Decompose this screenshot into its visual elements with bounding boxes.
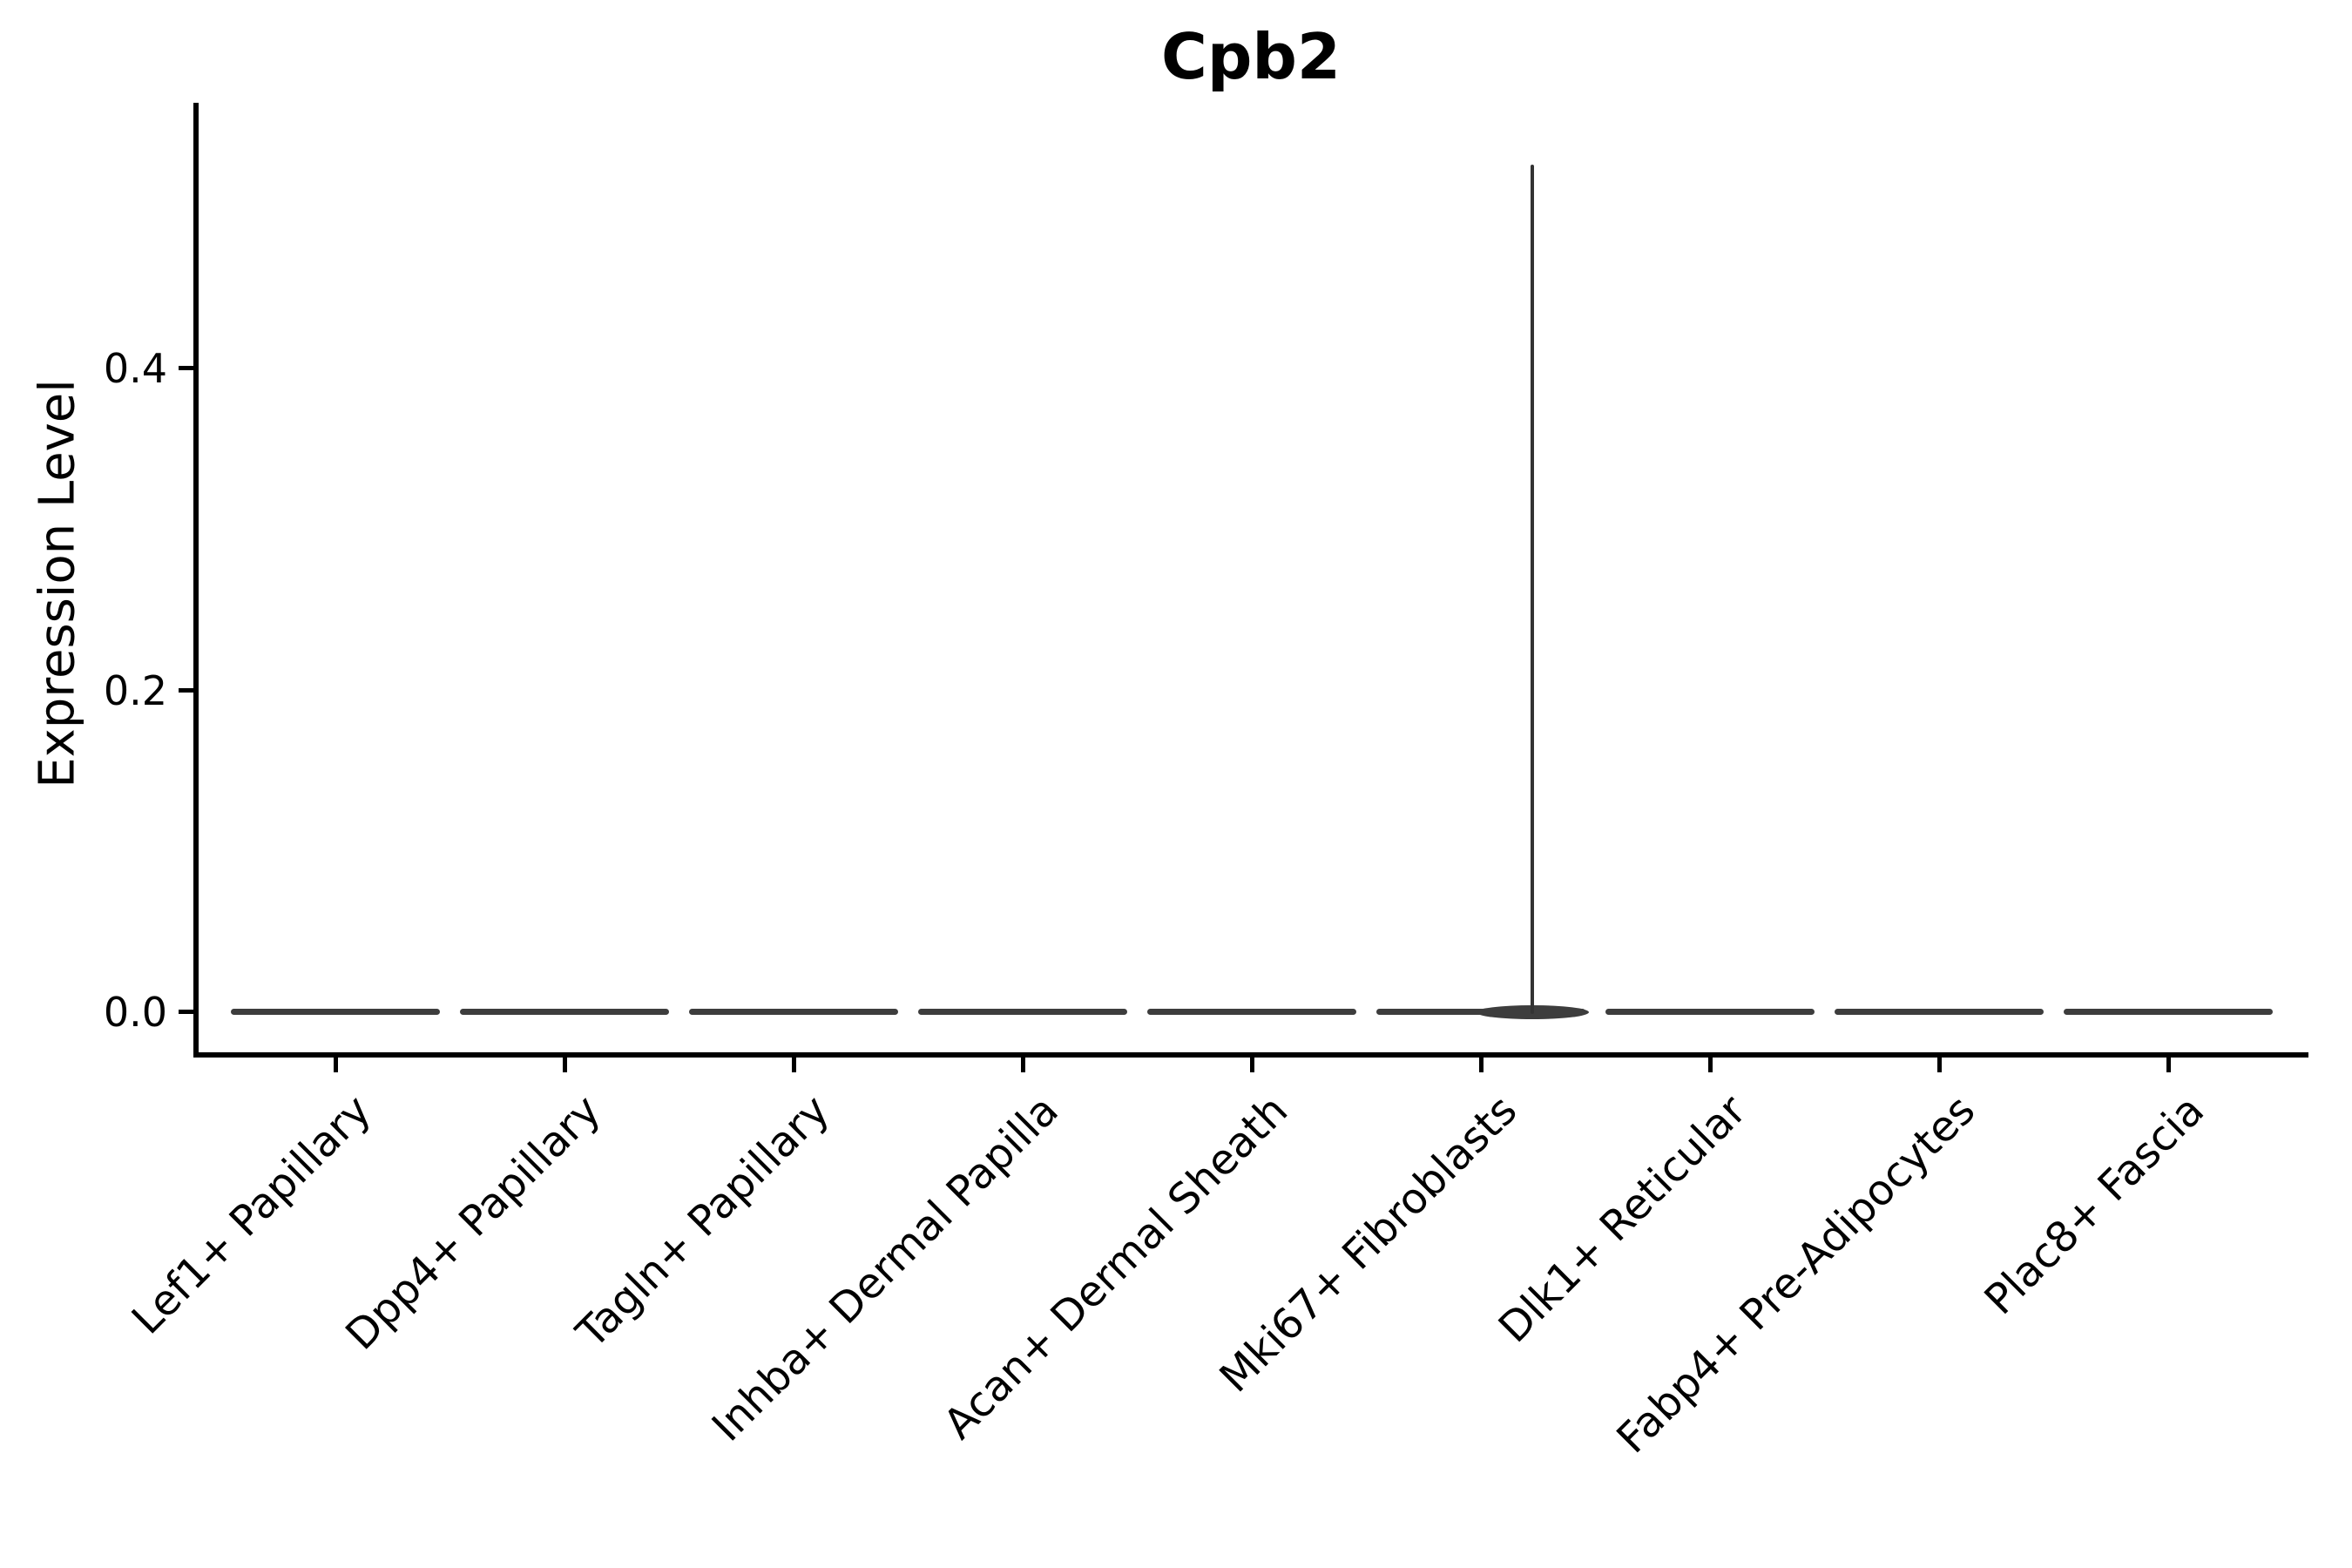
violin-mki67-fibroblasts xyxy=(1376,1009,1585,1015)
x-label-plac8-fascia: Plac8+ Fascia xyxy=(1975,1085,2214,1325)
x-label-lef1-papillary: Lef1+ Papillary xyxy=(123,1085,382,1344)
violin-dpp4-papillary xyxy=(460,1009,669,1015)
x-tick-acan-dermal-sheath xyxy=(1250,1058,1254,1072)
x-label-dpp4-papillary: Dpp4+ Papillary xyxy=(336,1085,611,1360)
x-tick-dpp4-papillary xyxy=(563,1058,567,1072)
y-tick-label-0.4: 0.4 xyxy=(103,345,167,392)
x-label-tagln-papillary: Tagln+ Papillary xyxy=(567,1085,840,1358)
x-tick-inhba-dermal-papilla xyxy=(1021,1058,1025,1072)
violin-inhba-dermal-papilla xyxy=(918,1009,1127,1015)
violin-tagln-papillary xyxy=(689,1009,898,1015)
plot-title: Cpb2 xyxy=(1160,20,1341,93)
violin-lef1-papillary xyxy=(231,1009,440,1015)
y-axis-label: Expression Level xyxy=(29,379,86,788)
x-tick-fabp4-pre-adipocytes xyxy=(1937,1058,1942,1072)
x-tick-tagln-papillary xyxy=(792,1058,796,1072)
x-tick-lef1-papillary xyxy=(334,1058,338,1072)
x-label-dlk1-reticular: Dlk1+ Reticular xyxy=(1489,1085,1756,1353)
y-tick-label-0.2: 0.2 xyxy=(103,667,167,714)
violin-mki67-spike xyxy=(1531,165,1534,1014)
violin-plac8-fascia xyxy=(2064,1009,2273,1015)
x-axis-line xyxy=(193,1052,2308,1058)
y-tick-0.4 xyxy=(179,366,194,370)
y-tick-0.0 xyxy=(179,1010,194,1014)
violin-fabp4-pre-adipocytes xyxy=(1835,1009,2044,1015)
x-tick-dlk1-reticular xyxy=(1708,1058,1713,1072)
x-tick-plac8-fascia xyxy=(2166,1058,2171,1072)
violin-dlk1-reticular xyxy=(1605,1009,1815,1015)
y-axis-line xyxy=(193,103,199,1058)
y-tick-0.2 xyxy=(179,688,194,693)
y-tick-label-0.0: 0.0 xyxy=(103,989,167,1036)
x-tick-mki67-fibroblasts xyxy=(1479,1058,1484,1072)
violin-acan-dermal-sheath xyxy=(1147,1009,1356,1015)
